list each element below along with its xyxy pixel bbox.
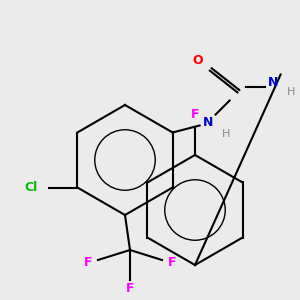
Text: F: F — [84, 256, 92, 268]
Text: O: O — [192, 54, 203, 67]
Text: F: F — [126, 281, 134, 295]
Text: N: N — [267, 76, 278, 89]
Text: H: H — [221, 130, 230, 140]
Text: F: F — [168, 256, 176, 268]
Text: F: F — [191, 109, 199, 122]
Text: N: N — [202, 116, 213, 129]
Text: H: H — [286, 88, 295, 98]
Text: Cl: Cl — [25, 181, 38, 194]
